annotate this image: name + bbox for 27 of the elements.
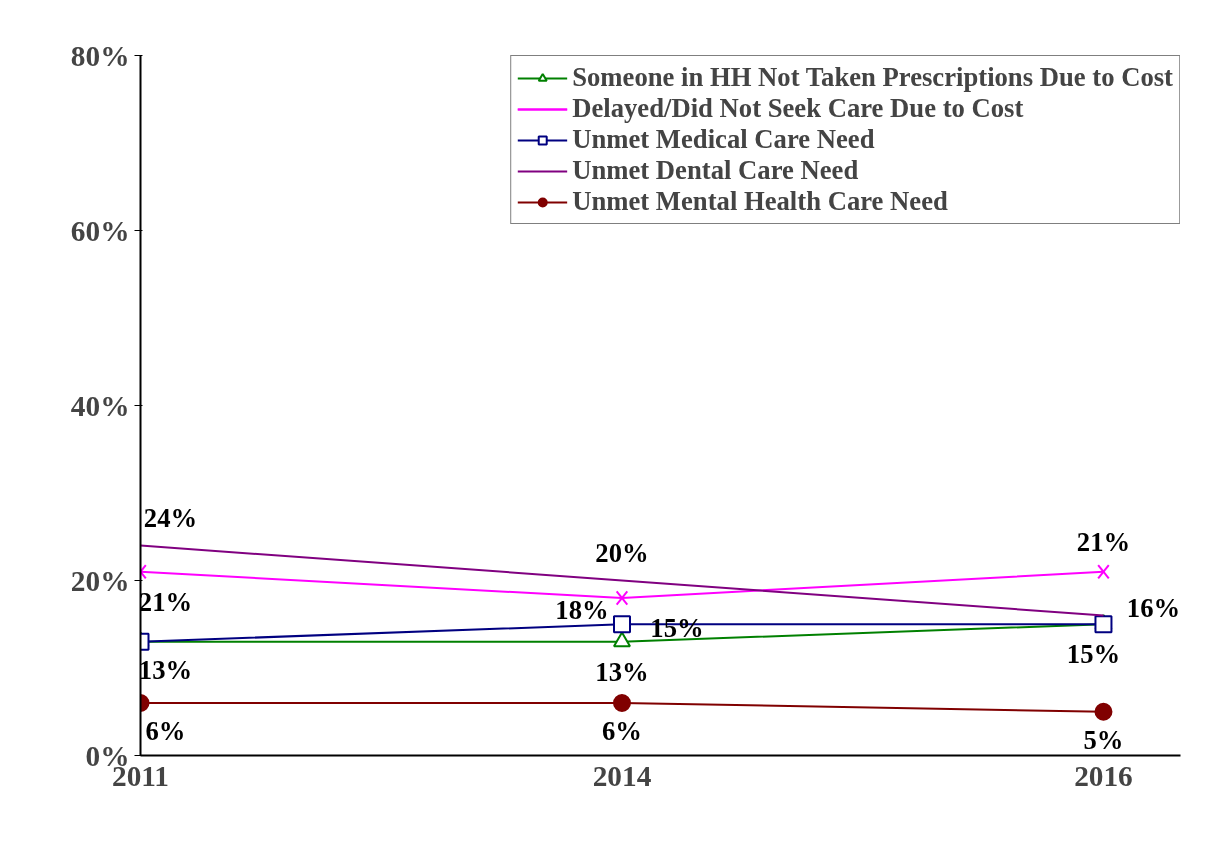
data-label: 24% — [143, 502, 198, 533]
x-tick-label: 2016 — [1074, 759, 1133, 792]
data-label: 6% — [601, 716, 642, 746]
x-tick-label: 2014 — [592, 759, 652, 792]
point — [1094, 615, 1113, 634]
data-label: 13% — [138, 654, 193, 685]
y-tick-label: 20% — [70, 564, 130, 597]
data-label: 20% — [595, 537, 649, 568]
data-label: 16% — [1126, 592, 1181, 623]
legend-label: Unmet Mental Health Care Need — [572, 186, 948, 217]
legend-label: Unmet Medical Care Need — [572, 124, 875, 155]
y-tick-label: 80% — [70, 39, 130, 72]
point — [612, 615, 631, 634]
y-tick-label: 60% — [70, 214, 130, 247]
legend-label: Unmet Dental Care Need — [572, 155, 859, 186]
point — [612, 694, 631, 712]
y-tick-label: 40% — [70, 389, 130, 422]
data-label: 21% — [138, 586, 193, 617]
data-label: 21% — [1076, 526, 1131, 557]
data-label: 13% — [595, 656, 649, 687]
point — [1094, 702, 1113, 721]
data-label: 5% — [1083, 724, 1124, 755]
legend-label: Delayed/Did Not Seek Care Due to Cost — [572, 93, 1024, 124]
data-label: 15% — [1066, 639, 1121, 670]
legend-label: Someone in HH Not Taken Prescriptions Due to Cost — [572, 62, 1173, 93]
data-label: 18% — [555, 595, 609, 625]
data-label: 6% — [145, 716, 186, 746]
